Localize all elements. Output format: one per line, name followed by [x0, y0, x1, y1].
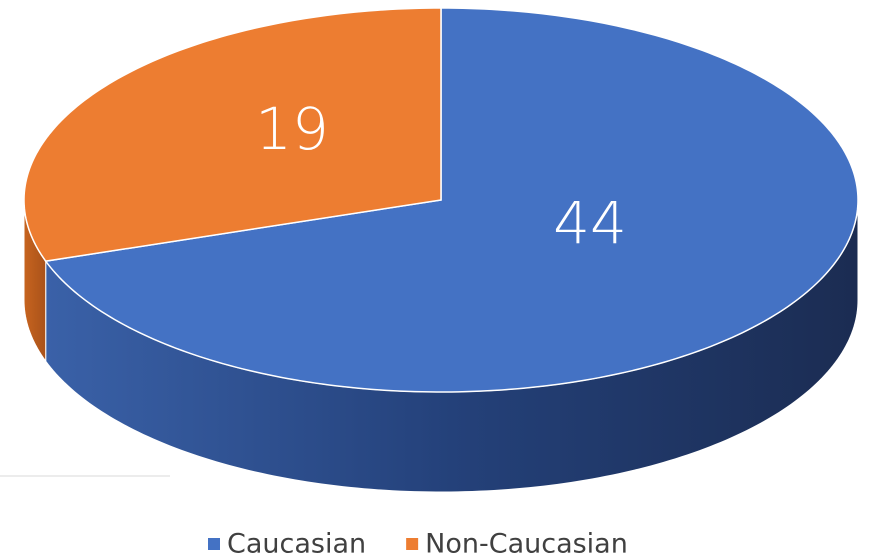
legend-swatch [406, 538, 419, 550]
data-label: 19 [255, 95, 329, 163]
pie-slice [44, 7, 859, 393]
legend-label: Caucasian [227, 529, 366, 556]
legend: Caucasian Non-Caucasian [208, 529, 628, 556]
legend-label: Non-Caucasian [425, 529, 628, 556]
pie: 44 19 [23, 7, 859, 493]
data-label: 44 [553, 189, 627, 257]
pie-slice [23, 7, 442, 262]
legend-swatch [208, 538, 220, 550]
